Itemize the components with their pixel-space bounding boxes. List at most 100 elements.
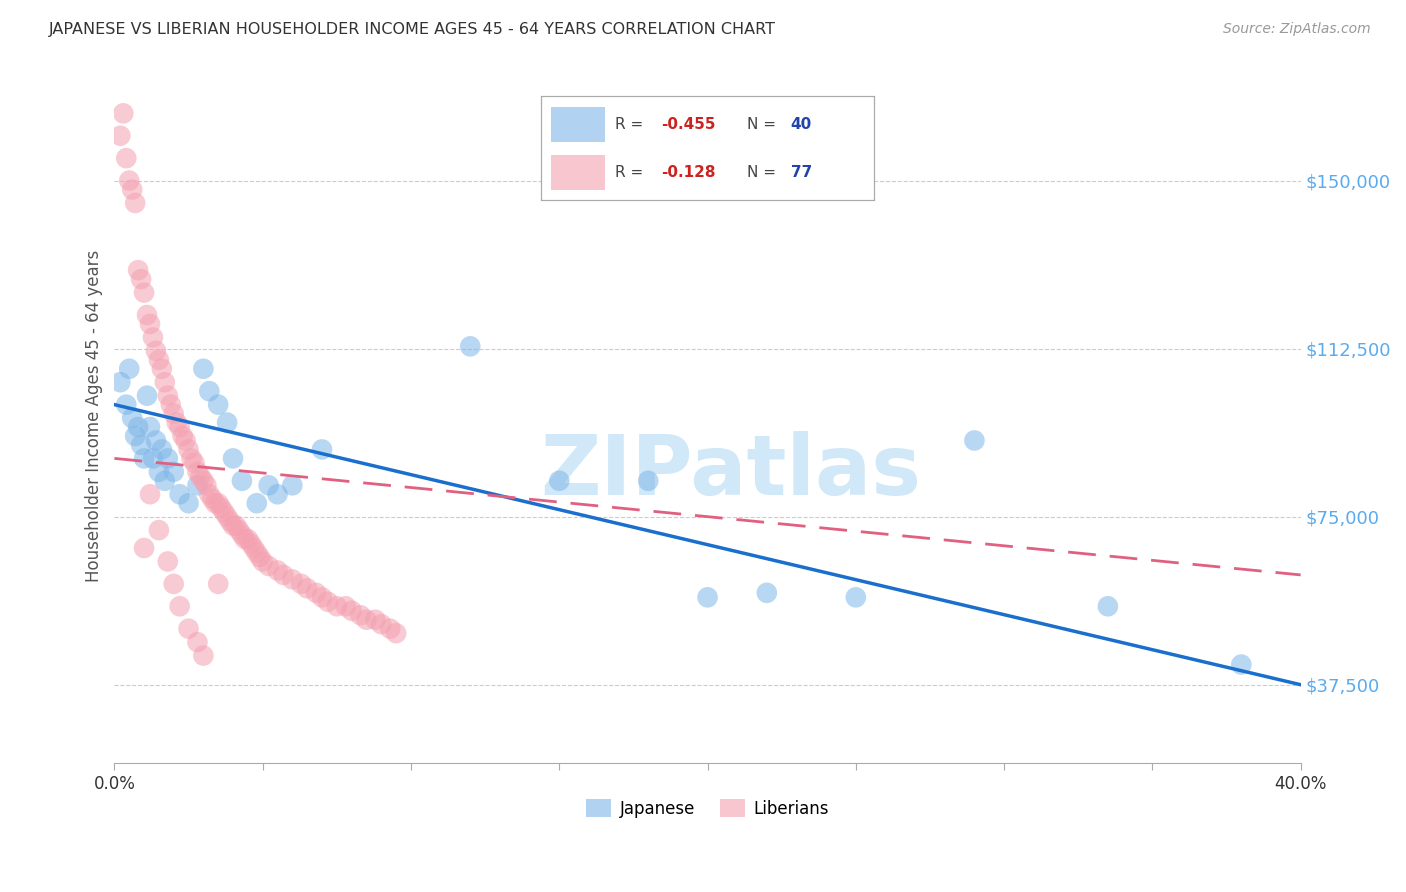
Point: [110, 375, 132, 389]
Point: [139, 420, 162, 434]
Point: [132, 451, 155, 466]
Point: [163, 407, 186, 421]
Point: [193, 648, 215, 663]
Point: [121, 182, 143, 196]
Point: [183, 456, 205, 470]
Point: [340, 604, 363, 618]
Point: [148, 523, 170, 537]
Point: [548, 474, 571, 488]
Point: [150, 442, 173, 457]
Point: [118, 361, 141, 376]
Point: [249, 549, 271, 564]
Point: [311, 591, 333, 605]
Text: ZIPatlas: ZIPatlas: [541, 431, 922, 512]
Point: [145, 434, 167, 448]
Point: [177, 442, 200, 457]
Point: [204, 496, 226, 510]
Point: [246, 545, 269, 559]
Point: [193, 474, 215, 488]
Point: [195, 478, 218, 492]
Point: [1097, 599, 1119, 614]
Point: [172, 429, 194, 443]
Point: [217, 416, 239, 430]
Point: [257, 478, 280, 492]
Point: [364, 613, 387, 627]
Point: [222, 451, 245, 466]
Point: [124, 429, 146, 443]
Point: [290, 577, 312, 591]
Point: [121, 411, 143, 425]
Y-axis label: Householder Income Ages 45 - 64 years: Householder Income Ages 45 - 64 years: [86, 250, 103, 582]
Point: [177, 622, 200, 636]
Point: [153, 474, 176, 488]
Point: [349, 608, 371, 623]
Point: [209, 500, 232, 515]
Point: [132, 285, 155, 300]
Point: [150, 361, 173, 376]
Point: [266, 487, 288, 501]
Point: [207, 496, 229, 510]
Point: [231, 527, 253, 541]
Point: [163, 465, 186, 479]
Point: [156, 554, 179, 568]
Point: [142, 451, 165, 466]
Point: [186, 635, 208, 649]
Point: [201, 491, 224, 506]
Point: [219, 514, 242, 528]
Point: [145, 343, 167, 358]
Legend: Japanese, Liberians: Japanese, Liberians: [579, 793, 835, 824]
Point: [231, 474, 253, 488]
Point: [186, 478, 208, 492]
Point: [136, 308, 159, 322]
Point: [1230, 657, 1253, 672]
Point: [236, 532, 259, 546]
Point: [180, 451, 202, 466]
Point: [755, 586, 778, 600]
Point: [169, 599, 191, 614]
Point: [198, 487, 221, 501]
Point: [163, 577, 186, 591]
Point: [110, 128, 132, 143]
Point: [207, 577, 229, 591]
Point: [222, 518, 245, 533]
Point: [239, 536, 262, 550]
Point: [156, 389, 179, 403]
Point: [166, 416, 188, 430]
Point: [207, 398, 229, 412]
Point: [148, 352, 170, 367]
Point: [696, 591, 718, 605]
Point: [127, 420, 149, 434]
Point: [228, 523, 250, 537]
Point: [380, 622, 402, 636]
Text: JAPANESE VS LIBERIAN HOUSEHOLDER INCOME AGES 45 - 64 YEARS CORRELATION CHART: JAPANESE VS LIBERIAN HOUSEHOLDER INCOME …: [49, 22, 776, 37]
Point: [356, 613, 378, 627]
Point: [112, 106, 135, 120]
Point: [295, 582, 318, 596]
Point: [118, 173, 141, 187]
Point: [273, 568, 295, 582]
Point: [281, 573, 304, 587]
Point: [233, 532, 256, 546]
Point: [193, 361, 215, 376]
Point: [142, 330, 165, 344]
Point: [159, 398, 181, 412]
Point: [169, 420, 191, 434]
Point: [139, 487, 162, 501]
Point: [132, 541, 155, 555]
Point: [186, 465, 208, 479]
Point: [243, 541, 266, 555]
Point: [225, 518, 247, 533]
Point: [385, 626, 408, 640]
Point: [326, 599, 349, 614]
Point: [217, 509, 239, 524]
Point: [370, 617, 392, 632]
Point: [129, 272, 152, 286]
Point: [136, 389, 159, 403]
Point: [153, 375, 176, 389]
Point: [845, 591, 868, 605]
Text: Source: ZipAtlas.com: Source: ZipAtlas.com: [1223, 22, 1371, 37]
Point: [177, 496, 200, 510]
Point: [156, 451, 179, 466]
Point: [139, 317, 162, 331]
Point: [316, 595, 339, 609]
